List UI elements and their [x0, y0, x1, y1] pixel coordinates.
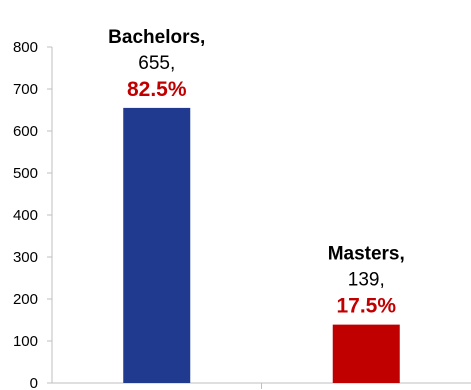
- data-label-value: 655,: [138, 53, 175, 74]
- y-tick-label: 0: [30, 375, 38, 390]
- y-tick-label: 100: [13, 333, 38, 350]
- data-label-value: 139,: [348, 270, 385, 291]
- bar-masters: [332, 324, 400, 383]
- y-tick-label: 400: [13, 207, 38, 224]
- data-labels: Bachelors, 655, 82.5% Masters, 139, 17.5%: [108, 27, 405, 318]
- data-label-percent: 82.5%: [127, 78, 187, 101]
- bar-bachelors: [123, 107, 191, 384]
- y-tick-label: 600: [13, 123, 38, 140]
- data-label-name: Masters,: [328, 244, 405, 265]
- bars: [123, 107, 400, 384]
- y-tick-label: 200: [13, 291, 38, 308]
- y-tick-label: 800: [13, 39, 38, 56]
- data-label-percent: 17.5%: [336, 295, 396, 318]
- y-tick-label: 500: [13, 165, 38, 182]
- y-tick-label: 300: [13, 249, 38, 266]
- y-tick-label: 700: [13, 81, 38, 98]
- data-label-name: Bachelors,: [108, 27, 205, 48]
- y-axis-ticks: 0 100 200 300 400 500 600 700 800: [13, 39, 52, 390]
